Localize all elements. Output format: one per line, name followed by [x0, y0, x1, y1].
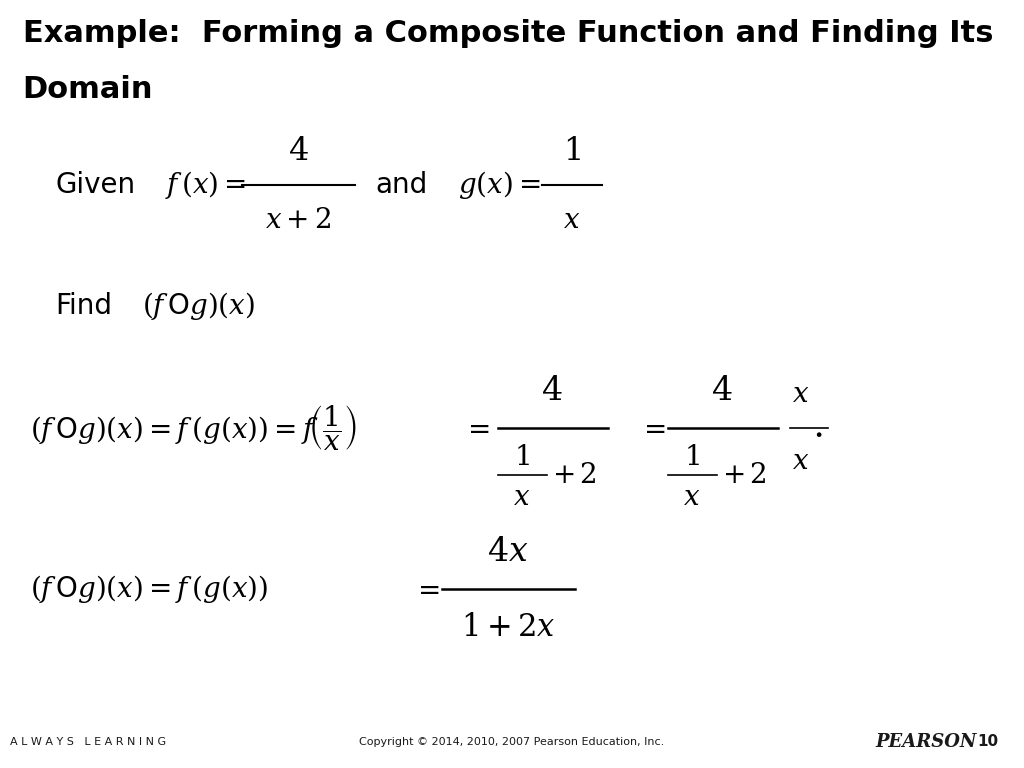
- Text: 10: 10: [977, 734, 998, 750]
- Text: Find: Find: [55, 292, 112, 320]
- Text: $x+2$: $x+2$: [265, 206, 331, 234]
- Text: $x$: $x$: [792, 380, 809, 408]
- Text: Copyright © 2014, 2010, 2007 Pearson Education, Inc.: Copyright © 2014, 2010, 2007 Pearson Edu…: [359, 737, 665, 747]
- Text: Domain: Domain: [23, 74, 153, 104]
- Text: $4$: $4$: [712, 373, 733, 406]
- Text: $+\,2$: $+\,2$: [552, 461, 597, 489]
- Text: $(f\,\mathsf{O}g)(x)$: $(f\,\mathsf{O}g)(x)$: [142, 290, 255, 322]
- Text: $4x$: $4x$: [487, 535, 528, 568]
- Text: $(f\,\mathsf{O}g)(x) = f\,(g(x)) = f\!\left(\dfrac{1}{x}\right)$: $(f\,\mathsf{O}g)(x) = f\,(g(x)) = f\!\l…: [30, 403, 356, 452]
- Text: $\cdot$: $\cdot$: [812, 418, 822, 452]
- Text: $1$: $1$: [514, 443, 529, 471]
- Text: $x$: $x$: [792, 447, 809, 475]
- Text: $=$: $=$: [412, 575, 439, 604]
- Text: $1+2x$: $1+2x$: [461, 614, 555, 642]
- Text: Example:  Forming a Composite Function and Finding Its: Example: Forming a Composite Function an…: [23, 19, 993, 48]
- Text: $x$: $x$: [563, 206, 581, 234]
- Text: PEARSON: PEARSON: [876, 733, 977, 751]
- Text: $f\,(x)=$: $f\,(x)=$: [165, 169, 247, 200]
- Text: $1$: $1$: [563, 136, 581, 167]
- Text: $=$: $=$: [462, 413, 489, 442]
- Text: A L W A Y S   L E A R N I N G: A L W A Y S L E A R N I N G: [10, 737, 166, 747]
- Text: $4$: $4$: [542, 373, 563, 406]
- Text: $x$: $x$: [513, 483, 530, 511]
- Text: Given: Given: [55, 170, 135, 199]
- Text: $=$: $=$: [638, 413, 666, 442]
- Text: $g(x)=$: $g(x)=$: [458, 169, 541, 200]
- Text: $1$: $1$: [684, 443, 699, 471]
- Text: $x$: $x$: [683, 483, 700, 511]
- Text: $(f\,\mathsf{O}g)(x) = f\,(g(x))$: $(f\,\mathsf{O}g)(x) = f\,(g(x))$: [30, 574, 268, 605]
- Text: $+\,2$: $+\,2$: [722, 461, 767, 489]
- Text: and: and: [375, 170, 427, 199]
- Text: $4$: $4$: [288, 136, 308, 167]
